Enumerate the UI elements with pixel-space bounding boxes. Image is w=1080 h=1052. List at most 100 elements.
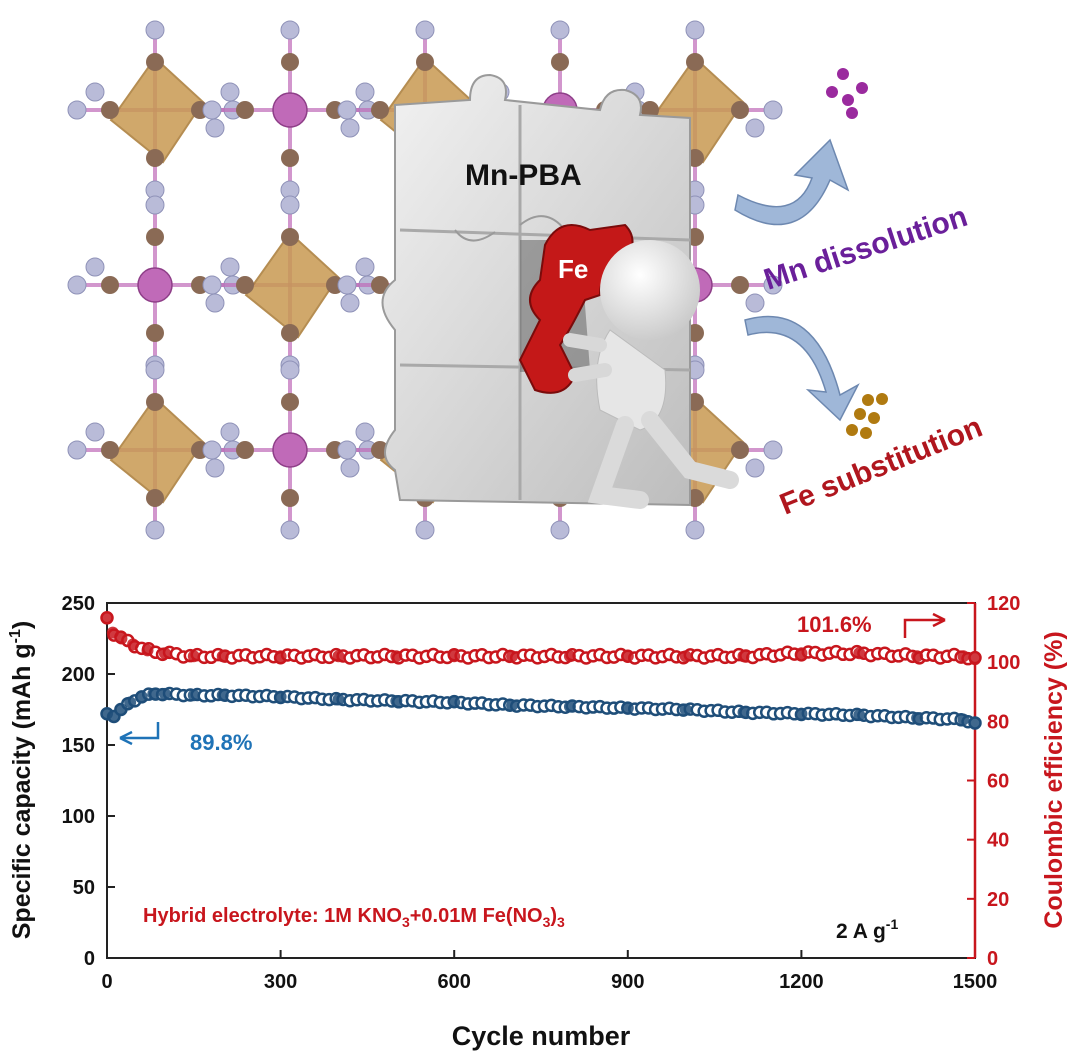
- n-atom: [280, 520, 300, 540]
- c-atom: [101, 101, 119, 119]
- n-atom: [685, 20, 705, 40]
- efficiency-key-point: [390, 650, 403, 663]
- capacity-key-point: [124, 696, 137, 709]
- right-axis-label: Coulombic efficiency (%): [1040, 631, 1068, 928]
- n-atom: [220, 257, 240, 277]
- fe-substitution-label: Fe substitution: [775, 410, 987, 521]
- efficiency-key-point: [795, 647, 808, 660]
- efficiency-key-point: [274, 650, 287, 663]
- c-atom: [731, 441, 749, 459]
- n-atom: [340, 118, 360, 138]
- c-atom: [101, 441, 119, 459]
- x-tick-label: 300: [264, 971, 297, 993]
- x-tick-label: 1500: [953, 971, 998, 993]
- capacity-key-point: [506, 699, 519, 712]
- n-atom: [220, 422, 240, 442]
- c-atom: [146, 324, 164, 342]
- capacity-key-point: [115, 703, 128, 716]
- current-density-label: 2 A g-1: [836, 916, 898, 943]
- n-atom: [550, 20, 570, 40]
- efficiency-key-point: [969, 653, 981, 666]
- efficiency-key-point: [737, 650, 750, 663]
- c-atom: [236, 101, 254, 119]
- capacity-key-point: [957, 713, 970, 726]
- substitution-arrow: [744, 315, 860, 422]
- c-atom: [731, 276, 749, 294]
- n-atom: [205, 458, 225, 478]
- efficiency-key-point: [853, 647, 866, 660]
- x-tick-label: 600: [438, 971, 471, 993]
- efficiency-key-point: [187, 650, 200, 663]
- capacity-key-point: [390, 694, 403, 707]
- c-atom: [236, 441, 254, 459]
- n-atom: [550, 520, 570, 540]
- capacity-key-point: [216, 689, 229, 702]
- c-atom: [146, 489, 164, 507]
- c-atom: [731, 101, 749, 119]
- n-atom: [745, 118, 765, 138]
- c-atom: [146, 228, 164, 246]
- capacity-key-point: [795, 707, 808, 720]
- left-tick-label: 200: [62, 664, 95, 686]
- efficiency-key-point: [141, 644, 154, 657]
- n-atom: [202, 275, 222, 295]
- c-atom: [281, 393, 299, 411]
- efficiency-key-point: [106, 626, 119, 639]
- right-tick-label: 80: [987, 711, 1009, 733]
- c-atom: [551, 53, 569, 71]
- efficiency-key-point: [621, 650, 634, 663]
- c-atom: [281, 324, 299, 342]
- efficiency-key-point: [957, 650, 970, 663]
- efficiency-key-point: [216, 650, 229, 663]
- efficiency-key-point: [679, 650, 692, 663]
- dissolution-arrow: [734, 138, 850, 226]
- capacity-key-point: [621, 702, 634, 715]
- n-atom: [763, 100, 783, 120]
- n-atom: [685, 520, 705, 540]
- n-atom: [85, 257, 105, 277]
- octahedron: [109, 56, 205, 164]
- fe-piece-label: Fe: [558, 254, 588, 284]
- left-tick-label: 250: [62, 593, 95, 615]
- n-atom: [355, 257, 375, 277]
- x-axis-label: Cycle number: [452, 1021, 631, 1051]
- n-atom: [763, 275, 783, 295]
- figure-pushing-piece: [563, 240, 739, 509]
- capacity-key-point: [274, 690, 287, 703]
- n-atom: [355, 422, 375, 442]
- c-atom: [686, 53, 704, 71]
- right-tick-label: 100: [987, 652, 1020, 674]
- efficiency-key-point: [448, 650, 461, 663]
- n-atom: [67, 440, 87, 460]
- n-atom: [145, 360, 165, 380]
- coulombic-efficiency-label: 101.6%: [797, 612, 872, 637]
- n-atom: [280, 20, 300, 40]
- efficiency-key-point: [563, 650, 576, 663]
- efficiency-key-point: [911, 650, 924, 663]
- n-atom: [145, 195, 165, 215]
- capacity-key-point: [332, 693, 345, 706]
- c-atom: [281, 489, 299, 507]
- c-atom: [146, 393, 164, 411]
- n-atom: [415, 520, 435, 540]
- mn-atom: [137, 267, 173, 303]
- fe-puzzle-piece: [518, 223, 634, 394]
- x-tick-label: 900: [611, 971, 644, 993]
- n-atom: [340, 458, 360, 478]
- mn-atom: [272, 432, 308, 468]
- n-atom: [145, 20, 165, 40]
- right-axis-ticks: 0 20 40 60 80 100 120: [967, 593, 1020, 970]
- n-atom: [340, 293, 360, 313]
- n-atom: [337, 275, 357, 295]
- c-atom: [281, 53, 299, 71]
- capacity-key-point: [448, 696, 461, 709]
- n-atom: [202, 100, 222, 120]
- capacity-retention-label: 89.8%: [190, 730, 252, 755]
- c-atom: [146, 53, 164, 71]
- right-tick-label: 40: [987, 830, 1009, 852]
- right-pointer-arrow: [903, 612, 946, 638]
- data-points: [100, 611, 982, 730]
- capacity-key-point: [679, 703, 692, 716]
- n-atom: [763, 440, 783, 460]
- n-atom: [355, 82, 375, 102]
